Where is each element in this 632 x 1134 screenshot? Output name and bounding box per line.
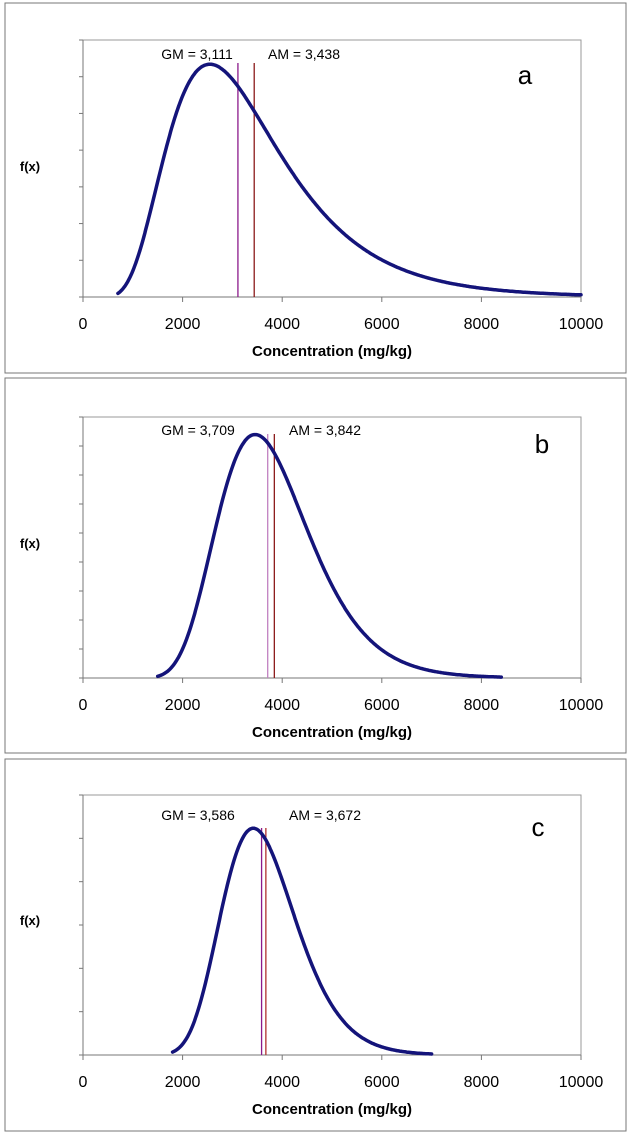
x-tick-label: 8000 <box>464 316 500 333</box>
chart-panel-a: 0 2000 4000 6000 8000 10000 Concentration (mg/… <box>4 2 627 374</box>
plot-area <box>82 416 582 679</box>
panel-label: c <box>532 812 545 842</box>
density-curve <box>116 62 583 297</box>
x-tick-label: 0 <box>79 697 88 714</box>
gm-label: GM = 3,586 <box>161 807 235 823</box>
plot-area <box>82 794 582 1056</box>
panel-border <box>4 2 627 374</box>
x-tick-label: 0 <box>79 316 88 333</box>
x-tick-label: 8000 <box>464 1074 500 1091</box>
am-label: AM = 3,672 <box>289 807 361 823</box>
x-tick-label: 2000 <box>165 1074 201 1091</box>
x-axis-title: Concentration (mg/kg) <box>252 724 412 741</box>
x-tick-label: 6000 <box>364 316 400 333</box>
x-tick-label: 10000 <box>559 1074 604 1091</box>
y-axis-title: f(x) <box>20 159 40 174</box>
gm-label: GM = 3,111 <box>161 46 233 62</box>
x-axis-title: Concentration (mg/kg) <box>252 1101 412 1118</box>
plot-area <box>82 39 582 298</box>
chart-panel-b: 0 2000 4000 6000 8000 10000 Concentration (mg/… <box>4 377 627 754</box>
gm-label: GM = 3,709 <box>161 422 235 438</box>
x-tick-label: 8000 <box>464 697 500 714</box>
y-axis-title: f(x) <box>20 913 40 928</box>
chart-panel-c: 0 2000 4000 6000 8000 10000 Concentration (mg/… <box>4 758 627 1132</box>
x-tick-label: 2000 <box>165 697 201 714</box>
panel-label: a <box>518 60 533 90</box>
y-axis-title: f(x) <box>20 536 40 551</box>
x-tick-label: 6000 <box>364 1074 400 1091</box>
x-tick-label: 4000 <box>264 697 300 714</box>
am-label: AM = 3,842 <box>289 422 361 438</box>
panel-border <box>4 377 627 754</box>
x-tick-label: 10000 <box>559 316 604 333</box>
x-tick-label: 10000 <box>559 697 604 714</box>
am-label: AM = 3,438 <box>268 46 340 62</box>
x-tick-label: 2000 <box>165 316 201 333</box>
x-tick-label: 6000 <box>364 697 400 714</box>
panel-border <box>4 758 627 1132</box>
x-tick-label: 4000 <box>264 1074 300 1091</box>
x-tick-label: 0 <box>79 1074 88 1091</box>
x-tick-label: 4000 <box>264 316 300 333</box>
x-axis-title: Concentration (mg/kg) <box>252 343 412 360</box>
panel-label: b <box>535 429 549 459</box>
density-curve <box>170 826 434 1056</box>
density-curve <box>155 432 504 679</box>
